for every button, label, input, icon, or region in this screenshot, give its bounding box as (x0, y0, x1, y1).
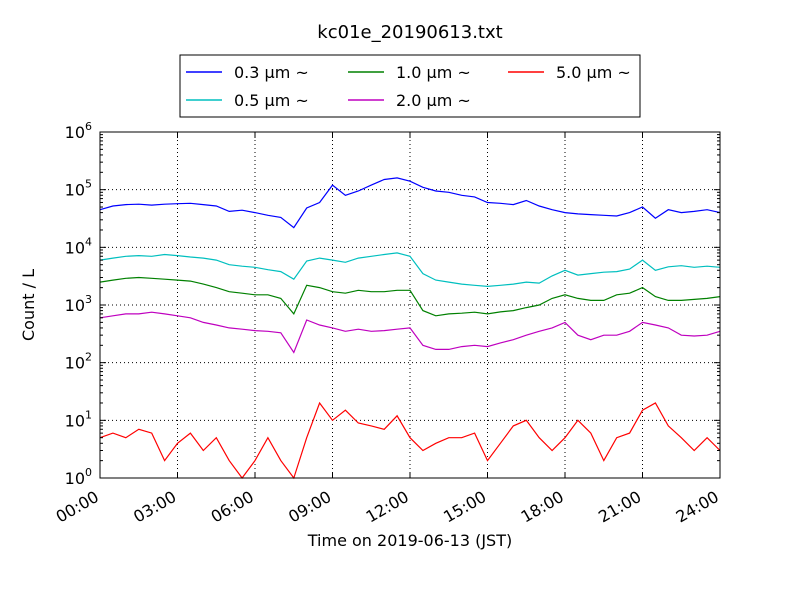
series-line-0 (99, 177, 721, 229)
y-tick-base: 10 (65, 238, 85, 257)
y-tick-label: 100 (65, 466, 92, 488)
series-line-2 (99, 276, 721, 317)
y-tick-label: 103 (65, 293, 92, 315)
series-line-3 (99, 311, 721, 354)
y-tick-label: 102 (65, 351, 92, 373)
series-line-4 (99, 401, 721, 480)
legend-label: 1.0 μm ~ (396, 63, 471, 82)
y-tick-exponent: 2 (85, 351, 92, 364)
gridlines (100, 132, 720, 478)
y-tick-exponent: 4 (85, 235, 92, 248)
legend-label: 2.0 μm ~ (396, 91, 471, 110)
y-tick-exponent: 5 (85, 178, 92, 191)
y-tick-base: 10 (65, 181, 85, 200)
chart-title: kc01e_20190613.txt (317, 22, 502, 43)
legend: 0.3 μm ~ 0.5 μm ~ 1.0 μm ~ 2.0 μm ~ 5.0 μm ~ (179, 54, 641, 118)
y-tick-base: 10 (65, 296, 85, 315)
y-tick-label: 104 (65, 235, 92, 257)
y-tick-base: 10 (65, 469, 85, 488)
legend-box (179, 54, 641, 118)
data-series (99, 177, 721, 480)
legend-label: 0.5 μm ~ (234, 91, 309, 110)
y-tick-label: 105 (65, 178, 92, 200)
y-tick-exponent: 3 (85, 293, 92, 306)
y-axis-label: Count / L (19, 269, 38, 341)
y-tick-label: 106 (65, 120, 92, 142)
y-tick-base: 10 (65, 411, 85, 430)
y-tick-exponent: 1 (85, 408, 92, 421)
legend-label: 0.3 μm ~ (234, 63, 309, 82)
y-tick-base: 10 (65, 123, 85, 142)
legend-label: 5.0 μm ~ (556, 63, 631, 82)
y-tick-exponent: 6 (85, 120, 92, 133)
y-tick-label: 101 (65, 408, 92, 430)
y-tick-exponent: 0 (85, 466, 92, 479)
x-axis-label: Time on 2019-06-13 (JST) (307, 531, 512, 550)
series-line-1 (99, 252, 721, 288)
y-tick-base: 10 (65, 354, 85, 373)
